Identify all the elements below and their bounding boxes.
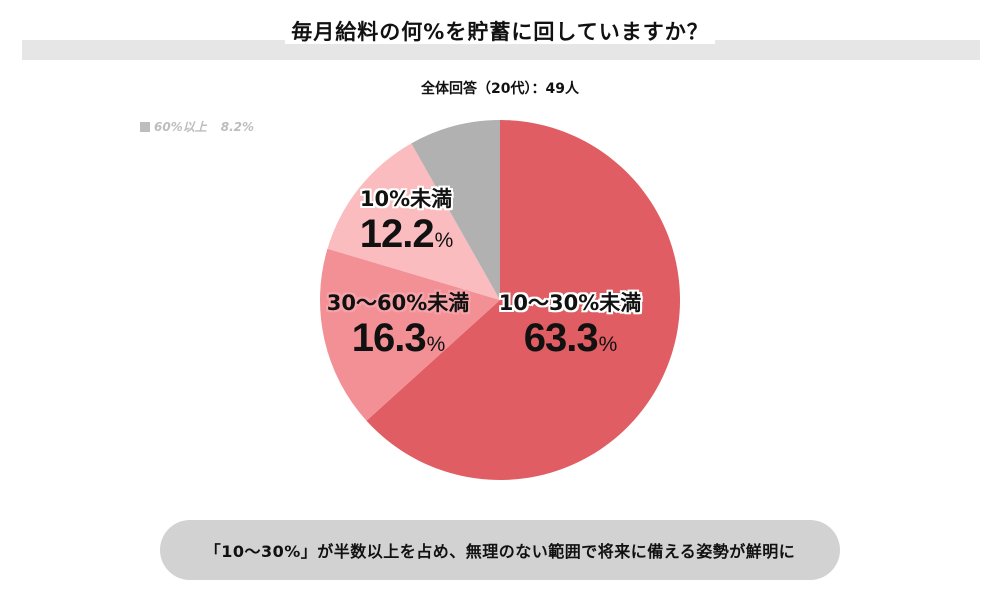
slice-value-unit: % <box>426 333 446 356</box>
slice-value-number: 12.2 <box>359 212 435 256</box>
legend: 60%以上 8.2% <box>140 118 254 135</box>
slice-value-unit: % <box>598 333 618 356</box>
slice-value: 63.3% <box>470 316 670 367</box>
slice-value-unit: % <box>434 229 454 252</box>
pie-slice <box>366 120 681 480</box>
pie-slice <box>327 143 500 300</box>
chart-subtitle: 全体回答（20代）：49人 <box>421 81 579 97</box>
legend-label: 60%以上 <box>154 120 207 134</box>
chart-title-text: 毎月給料の何%を貯蓄に回していますか？ <box>285 20 715 44</box>
slice-value-number: 16.3 <box>351 316 427 360</box>
slice-name: 30～60%未満 <box>326 291 470 315</box>
pie-slice <box>320 248 500 421</box>
slice-value-number: 63.3 <box>523 316 599 360</box>
slice-value: 16.3% <box>298 316 498 367</box>
slice-name: 10%未満 <box>359 187 453 211</box>
slice-name: 10～30%未満 <box>498 291 642 315</box>
legend-swatch <box>140 121 150 132</box>
chart-title: 毎月給料の何%を貯蓄に回していますか？ <box>0 18 1000 46</box>
title-bar <box>22 40 980 60</box>
pie-slice <box>411 120 500 300</box>
legend-value: 8.2% <box>220 119 255 134</box>
slice-label-10-30: 10～30%未満 63.3% <box>470 290 670 367</box>
slice-label-under-10: 10%未満 12.2% <box>326 186 486 263</box>
slice-label-30-60: 30～60%未満 16.3% <box>298 290 498 367</box>
slice-value: 12.2% <box>326 212 486 263</box>
conclusion-banner: 「10～30%」が半数以上を占め、無理のない範囲で将来に備える姿勢が鮮明に <box>160 520 840 580</box>
